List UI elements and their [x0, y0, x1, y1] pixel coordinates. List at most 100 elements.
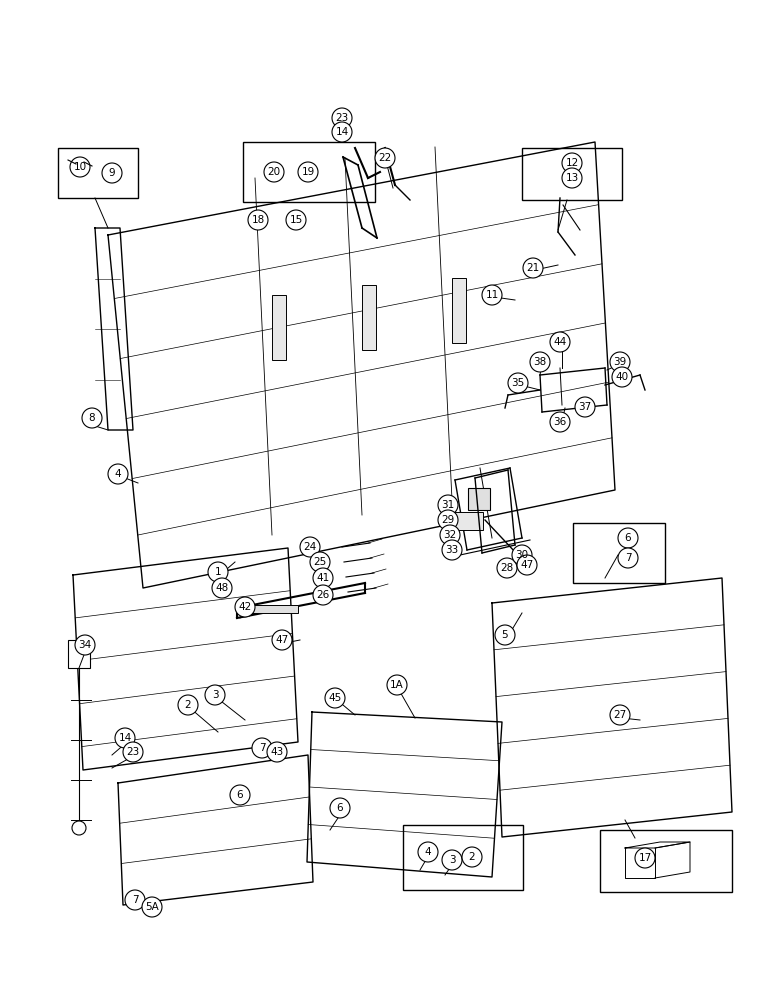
Circle shape	[562, 168, 582, 188]
Text: 28: 28	[501, 563, 514, 573]
Text: 1A: 1A	[390, 680, 404, 690]
Text: 47: 47	[521, 560, 534, 570]
Circle shape	[330, 798, 350, 818]
Text: 6: 6	[625, 533, 632, 543]
Bar	[58, 148, 138, 198]
Circle shape	[123, 742, 143, 762]
Circle shape	[325, 688, 345, 708]
Text: 33: 33	[445, 545, 459, 555]
Circle shape	[212, 578, 232, 598]
Text: 32: 32	[443, 530, 456, 540]
Text: 30: 30	[515, 550, 528, 560]
Circle shape	[205, 685, 225, 705]
Bar	[468, 488, 490, 510]
Text: 36: 36	[553, 417, 566, 427]
Text: 29: 29	[442, 515, 455, 525]
Text: 20: 20	[268, 167, 281, 177]
Text: 43: 43	[270, 747, 283, 757]
Text: 14: 14	[335, 127, 348, 137]
Text: 9: 9	[109, 168, 116, 178]
Bar	[522, 148, 622, 200]
Text: 10: 10	[74, 162, 87, 172]
Circle shape	[618, 548, 638, 568]
Circle shape	[612, 367, 632, 387]
Circle shape	[264, 162, 284, 182]
Text: 41: 41	[317, 573, 330, 583]
Circle shape	[442, 540, 462, 560]
Text: 17: 17	[639, 853, 652, 863]
Text: 26: 26	[317, 590, 330, 600]
Circle shape	[550, 332, 570, 352]
Text: 25: 25	[314, 557, 327, 567]
Circle shape	[300, 537, 320, 557]
Text: 23: 23	[335, 113, 348, 123]
Circle shape	[610, 705, 630, 725]
Text: 38: 38	[533, 357, 546, 367]
Text: 2: 2	[185, 700, 192, 710]
Text: 22: 22	[379, 153, 392, 163]
Circle shape	[102, 163, 122, 183]
Circle shape	[178, 695, 198, 715]
Circle shape	[272, 630, 292, 650]
Circle shape	[108, 464, 128, 484]
Text: 23: 23	[126, 747, 140, 757]
Circle shape	[438, 510, 458, 530]
Circle shape	[252, 738, 272, 758]
Circle shape	[440, 525, 460, 545]
Bar	[243, 142, 375, 202]
Circle shape	[482, 285, 502, 305]
Circle shape	[298, 162, 318, 182]
Circle shape	[497, 558, 517, 578]
Text: 5: 5	[502, 630, 508, 640]
Circle shape	[248, 210, 268, 230]
Circle shape	[508, 373, 528, 393]
Circle shape	[575, 397, 595, 417]
Circle shape	[313, 568, 333, 588]
Circle shape	[523, 258, 543, 278]
Circle shape	[530, 352, 550, 372]
Text: 21: 21	[526, 263, 539, 273]
Circle shape	[313, 585, 333, 605]
Bar	[68, 640, 90, 668]
Circle shape	[72, 821, 86, 835]
Circle shape	[310, 552, 330, 572]
Circle shape	[332, 122, 352, 142]
Text: 19: 19	[301, 167, 314, 177]
Text: 14: 14	[119, 733, 132, 743]
Bar	[248, 605, 298, 613]
Circle shape	[115, 728, 135, 748]
Circle shape	[618, 528, 638, 548]
Text: 44: 44	[553, 337, 566, 347]
Text: 2: 2	[469, 852, 476, 862]
Bar	[272, 295, 286, 360]
Text: 42: 42	[238, 602, 251, 612]
Text: 3: 3	[212, 690, 218, 700]
Text: 13: 13	[566, 173, 579, 183]
Text: 24: 24	[303, 542, 317, 552]
Circle shape	[142, 897, 162, 917]
Text: 48: 48	[216, 583, 229, 593]
Circle shape	[550, 412, 570, 432]
Text: 35: 35	[511, 378, 525, 388]
Circle shape	[438, 495, 458, 515]
Text: 6: 6	[337, 803, 343, 813]
Circle shape	[70, 157, 90, 177]
Text: 4: 4	[424, 847, 431, 857]
Text: 45: 45	[328, 693, 341, 703]
Text: 8: 8	[88, 413, 95, 423]
Bar	[452, 278, 466, 343]
Text: 6: 6	[237, 790, 244, 800]
Circle shape	[442, 850, 462, 870]
Circle shape	[332, 108, 352, 128]
Circle shape	[125, 890, 145, 910]
Text: 39: 39	[613, 357, 627, 367]
Circle shape	[235, 597, 255, 617]
Circle shape	[82, 408, 102, 428]
Text: 34: 34	[78, 640, 92, 650]
Text: 37: 37	[578, 402, 591, 412]
Circle shape	[375, 148, 395, 168]
Circle shape	[387, 675, 407, 695]
Text: 1: 1	[215, 567, 221, 577]
Circle shape	[635, 848, 655, 868]
Circle shape	[75, 635, 95, 655]
